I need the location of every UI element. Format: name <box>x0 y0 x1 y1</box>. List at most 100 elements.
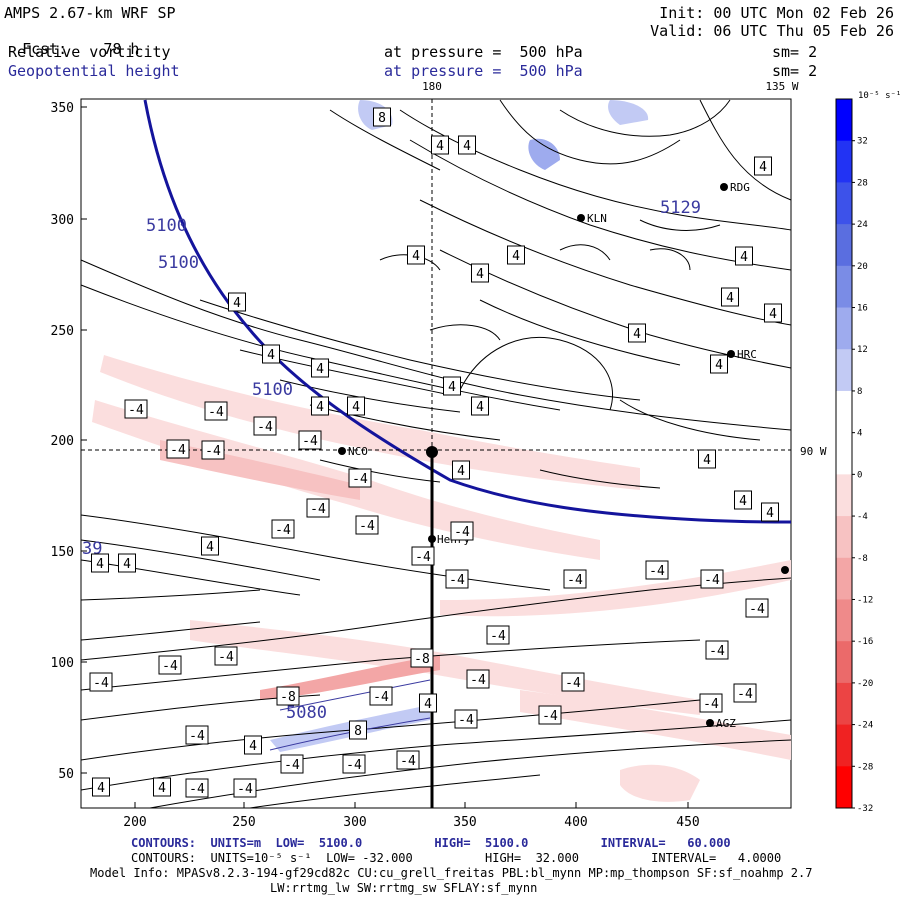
colorbar-tick-label: 20 <box>857 262 868 272</box>
height-label: 5129 <box>660 198 701 218</box>
height-labels: 5100 5100 5100 5129 5080 39 <box>82 198 701 723</box>
vorticity-label: 4 <box>735 246 753 266</box>
vorticity-label: -4 <box>271 519 295 539</box>
colorbar-swatch <box>836 349 852 392</box>
shade-band-6 <box>440 560 791 617</box>
svg-text:4: 4 <box>739 494 747 509</box>
vorticity-label: 4 <box>734 490 752 510</box>
svg-text:-4: -4 <box>302 434 318 449</box>
x-tick-label: 200 <box>123 815 146 830</box>
svg-text:8: 8 <box>378 111 386 126</box>
colorbar-tick-label: 12 <box>857 345 868 355</box>
vorticity-label: -4 <box>185 725 209 745</box>
vorticity-label: 4 <box>761 502 779 522</box>
svg-text:4: 4 <box>448 380 456 395</box>
vorticity-label: 4 <box>471 396 489 416</box>
vorticity-label: -4 <box>486 625 510 645</box>
x-tick-label: 450 <box>676 815 699 830</box>
vorticity-label: -4 <box>699 693 723 713</box>
svg-text:4: 4 <box>740 250 748 265</box>
svg-text:-4: -4 <box>170 443 186 458</box>
colorbar-swatch <box>836 516 852 559</box>
svg-text:4: 4 <box>97 781 105 796</box>
svg-text:4: 4 <box>726 291 734 306</box>
colorbar-tick-label: 28 <box>857 178 868 188</box>
station-label: NCO <box>348 445 368 458</box>
svg-text:4: 4 <box>476 400 484 415</box>
svg-text:4: 4 <box>249 739 257 754</box>
svg-text:-4: -4 <box>454 525 470 540</box>
colorbar-swatch <box>836 724 852 767</box>
vorticity-label: -4 <box>355 515 379 535</box>
vorticity-label: -8 <box>410 648 434 668</box>
colorbar-swatch <box>836 307 852 350</box>
y-tick-label: 200 <box>51 434 74 449</box>
svg-text:-4: -4 <box>275 523 291 538</box>
svg-text:-4: -4 <box>737 687 753 702</box>
y-tick-label: 150 <box>51 545 74 560</box>
colorbar-swatch <box>836 390 852 434</box>
svg-text:4: 4 <box>267 348 275 363</box>
svg-text:4: 4 <box>476 267 484 282</box>
svg-text:-4: -4 <box>189 782 205 797</box>
vorticity-label: -4 <box>185 778 209 798</box>
vorticity-label: 4 <box>507 245 525 265</box>
svg-text:-4: -4 <box>400 754 416 769</box>
svg-text:4: 4 <box>766 506 774 521</box>
svg-text:-4: -4 <box>373 690 389 705</box>
shade-patch-1 <box>620 764 700 802</box>
svg-text:-4: -4 <box>458 713 474 728</box>
south-pole-marker <box>426 446 438 458</box>
svg-text:-4: -4 <box>205 444 221 459</box>
vorticity-label: -4 <box>298 430 322 450</box>
forecast-hours: 78 h <box>103 40 140 58</box>
colorbar: 32 28 24 20 16 12 8 4 0 -4 -8 -12 -16 -20 -24 -28 -32 <box>835 98 873 814</box>
x-tick-label: 400 <box>564 815 587 830</box>
svg-text:4: 4 <box>316 362 324 377</box>
svg-text:-4: -4 <box>284 758 300 773</box>
svg-text:-4: -4 <box>310 502 326 517</box>
vorticity-label: -4 <box>89 672 113 692</box>
forecast-label-text: Fcst: <box>22 40 68 58</box>
shade-band-2 <box>92 400 600 560</box>
vorticity-label: -4 <box>348 468 372 488</box>
colorbar-swatch <box>836 140 852 183</box>
height-label: 5100 <box>146 216 187 236</box>
colorbar-tick-label: 4 <box>857 429 862 439</box>
vorticity-label: -4 <box>411 546 435 566</box>
forecast-label: Fcst: 78 h <box>4 22 139 58</box>
colorbar-tick-label: 8 <box>857 387 862 397</box>
vorticity-label: -4 <box>158 655 182 675</box>
colorbar-swatch <box>836 766 852 809</box>
y-tick-label: 100 <box>51 656 74 671</box>
svg-text:4: 4 <box>206 540 214 555</box>
colorbar-swatch <box>836 557 852 600</box>
vorticity-label: 4 <box>698 449 716 469</box>
height-contour-5100 <box>143 99 792 524</box>
x-axis-ticks: 200 250 300 350 400 450 <box>123 802 700 830</box>
colorbar-tick-label: 0 <box>857 470 862 480</box>
svg-text:-4: -4 <box>649 564 665 579</box>
meridian-90w-label: 90 W <box>800 445 827 458</box>
y-tick-label: 50 <box>58 767 74 782</box>
svg-text:-4: -4 <box>257 420 273 435</box>
station-label: RDG <box>730 181 750 194</box>
vorticity-label: 4 <box>710 354 728 374</box>
vorticity-label: -4 <box>733 683 757 703</box>
vorticity-label: 4 <box>471 263 489 283</box>
height-label: 5100 <box>158 253 199 273</box>
vorticity-label: 4 <box>754 156 772 176</box>
svg-text:4: 4 <box>436 139 444 154</box>
colorbar-tick-label: -16 <box>857 637 873 647</box>
vorticity-label: 4 <box>153 777 171 797</box>
footer-vorticity-contours: CONTOURS: UNITS=10⁻⁵ s⁻¹ LOW= -32.000 HI… <box>131 851 782 865</box>
station-marker <box>727 350 735 358</box>
height-label: 5080 <box>286 703 327 723</box>
svg-text:4: 4 <box>96 557 104 572</box>
vorticity-label: -4 <box>253 416 277 436</box>
svg-text:-4: -4 <box>542 709 558 724</box>
vorticity-label: -4 <box>450 521 474 541</box>
footer-physics-info: LW:rrtmg_lw SW:rrtmg_sw SFLAY:sf_mynn <box>270 881 538 895</box>
svg-text:4: 4 <box>233 296 241 311</box>
vorticity-label: -4 <box>369 686 393 706</box>
